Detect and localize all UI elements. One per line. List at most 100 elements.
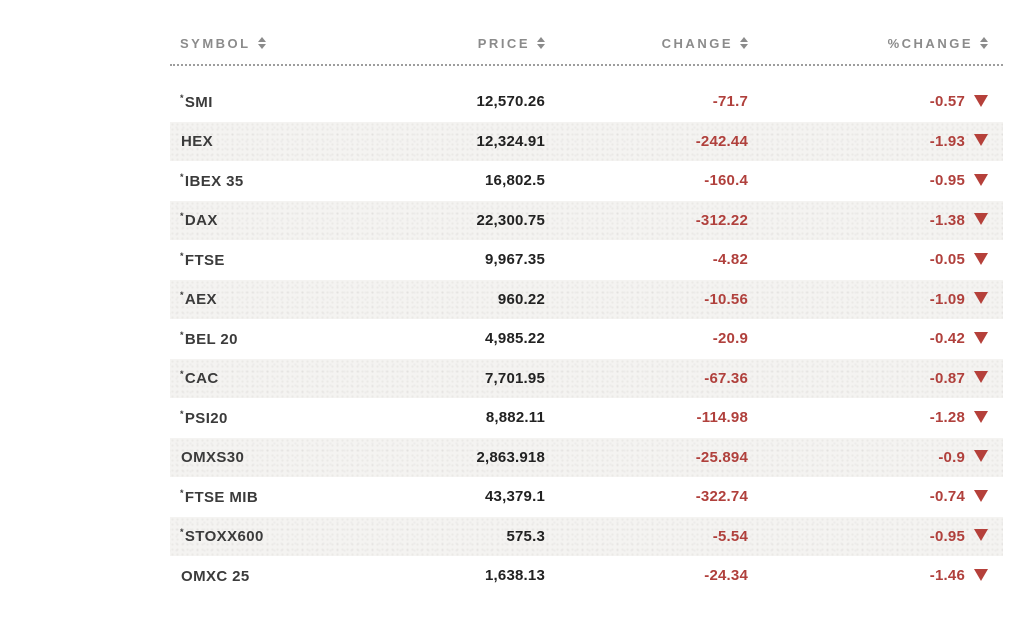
pct-change-cell: -0.9 [748, 449, 988, 466]
symbol-prefix: * [180, 487, 184, 498]
down-triangle-icon [974, 213, 988, 226]
pct-change-value: -0.05 [929, 251, 965, 269]
header-divider [170, 64, 1003, 66]
down-triangle-icon [974, 410, 988, 423]
table-row[interactable]: *FTSE MIB 43,379.1 -322.74 -0.74 [170, 477, 1003, 517]
down-triangle-icon [974, 489, 988, 502]
table-row[interactable]: OMXC 25 1,638.13 -24.34 -1.46 [170, 556, 1003, 596]
price-cell: 960.22 [497, 290, 545, 308]
table-row[interactable]: *AEX 960.22 -10.56 -1.09 [170, 279, 1003, 319]
price-cell: 575.3 [506, 527, 545, 545]
price-cell: 12,570.26 [476, 93, 545, 111]
column-header-price[interactable]: PRICE [450, 36, 545, 51]
pct-change-value: -1.38 [929, 211, 965, 229]
pct-change-value: -0.95 [929, 527, 965, 545]
symbol-cell[interactable]: HEX [170, 132, 450, 150]
pct-change-cell: -0.57 [748, 93, 988, 110]
column-header-price-label: PRICE [477, 35, 530, 51]
column-header-symbol[interactable]: SYMBOL [170, 36, 450, 51]
symbol-prefix: * [180, 211, 184, 222]
symbol-prefix: * [180, 408, 184, 419]
table-row[interactable]: *IBEX 35 16,802.5 -160.4 -0.95 [170, 161, 1003, 201]
pct-change-value: -0.42 [929, 330, 965, 348]
table-row[interactable]: *FTSE 9,967.35 -4.82 -0.05 [170, 240, 1003, 280]
pct-change-value: -1.93 [929, 132, 965, 150]
down-triangle-icon [974, 173, 988, 186]
symbol-prefix: * [180, 250, 184, 261]
symbol-prefix: * [180, 92, 184, 103]
symbol-label: BEL 20 [184, 330, 238, 348]
sort-arrows-icon [257, 37, 266, 49]
symbol-cell[interactable]: *IBEX 35 [170, 172, 450, 190]
pct-change-cell: -0.95 [748, 172, 988, 189]
price-cell: 4,985.22 [485, 330, 545, 348]
sort-arrows-icon [537, 37, 545, 49]
pct-change-cell: -0.05 [748, 251, 988, 268]
change-cell: -5.54 [712, 527, 748, 545]
table-row[interactable]: *STOXX600 575.3 -5.54 -0.95 [170, 516, 1003, 556]
symbol-label: CAC [184, 370, 219, 388]
change-cell: -20.9 [712, 330, 748, 348]
change-cell: -312.22 [695, 211, 748, 229]
change-cell: -67.36 [704, 369, 748, 387]
pct-change-value: -0.95 [929, 172, 965, 190]
symbol-cell[interactable]: OMXS30 [170, 448, 450, 466]
symbol-cell[interactable]: *FTSE [170, 251, 450, 269]
table-row[interactable]: *DAX 22,300.75 -312.22 -1.38 [170, 200, 1003, 240]
change-cell: -10.56 [704, 290, 748, 308]
symbol-prefix: * [180, 171, 184, 182]
pct-change-cell: -1.28 [748, 409, 988, 426]
pct-change-cell: -1.09 [748, 291, 988, 308]
sort-arrows-icon [740, 37, 748, 49]
symbol-label: DAX [184, 212, 218, 230]
price-cell: 1,638.13 [485, 567, 545, 585]
symbol-prefix: * [180, 527, 184, 538]
symbol-cell[interactable]: OMXC 25 [170, 567, 450, 585]
pct-change-value: -0.74 [929, 488, 965, 506]
table-row[interactable]: *CAC 7,701.95 -67.36 -0.87 [170, 358, 1003, 398]
pct-change-value: -1.09 [929, 290, 965, 308]
symbol-label: HEX [181, 133, 214, 151]
column-header-change[interactable]: CHANGE [545, 36, 748, 51]
pct-change-value: -1.46 [929, 567, 965, 585]
symbol-cell[interactable]: *CAC [170, 369, 450, 387]
symbol-cell[interactable]: *SMI [170, 93, 450, 111]
column-header-change-label: CHANGE [661, 35, 733, 51]
symbol-label: PSI20 [184, 409, 228, 427]
change-cell: -160.4 [704, 172, 748, 190]
price-cell: 8,882.11 [485, 409, 545, 427]
market-indices-table: SYMBOL PRICE CHANGE %CHANGE *SMI 12,570.… [170, 24, 1003, 596]
table-body: *SMI 12,570.26 -71.7 -0.57 HEX 12,324.91… [170, 82, 1003, 596]
table-row[interactable]: OMXS30 2,863.918 -25.894 -0.9 [170, 437, 1003, 477]
price-cell: 43,379.1 [485, 488, 545, 506]
symbol-cell[interactable]: *DAX [170, 211, 450, 229]
down-triangle-icon [974, 450, 988, 463]
column-header-symbol-label: SYMBOL [180, 35, 251, 51]
price-cell: 9,967.35 [485, 251, 545, 269]
pct-change-value: -0.9 [938, 448, 965, 466]
price-cell: 22,300.75 [476, 211, 545, 229]
pct-change-cell: -1.46 [748, 567, 988, 584]
symbol-cell[interactable]: *BEL 20 [170, 330, 450, 348]
pct-change-value: -0.87 [929, 369, 965, 387]
table-row[interactable]: *PSI20 8,882.11 -114.98 -1.28 [170, 398, 1003, 438]
down-triangle-icon [974, 134, 988, 147]
column-header-pct-change[interactable]: %CHANGE [748, 36, 988, 51]
pct-change-value: -0.57 [929, 93, 965, 111]
sort-arrows-icon [980, 37, 988, 49]
symbol-cell[interactable]: *AEX [170, 290, 450, 308]
symbol-cell[interactable]: *PSI20 [170, 409, 450, 427]
down-triangle-icon [974, 529, 988, 542]
symbol-label: STOXX600 [184, 528, 264, 546]
change-cell: -25.894 [695, 448, 748, 466]
table-row[interactable]: *SMI 12,570.26 -71.7 -0.57 [170, 82, 1003, 122]
change-cell: -24.34 [704, 567, 748, 585]
symbol-cell[interactable]: *STOXX600 [170, 527, 450, 545]
pct-change-cell: -1.38 [748, 212, 988, 229]
pct-change-cell: -0.74 [748, 488, 988, 505]
table-row[interactable]: HEX 12,324.91 -242.44 -1.93 [170, 121, 1003, 161]
symbol-label: OMXC 25 [181, 567, 250, 585]
pct-change-cell: -0.87 [748, 370, 988, 387]
symbol-cell[interactable]: *FTSE MIB [170, 488, 450, 506]
table-row[interactable]: *BEL 20 4,985.22 -20.9 -0.42 [170, 319, 1003, 359]
